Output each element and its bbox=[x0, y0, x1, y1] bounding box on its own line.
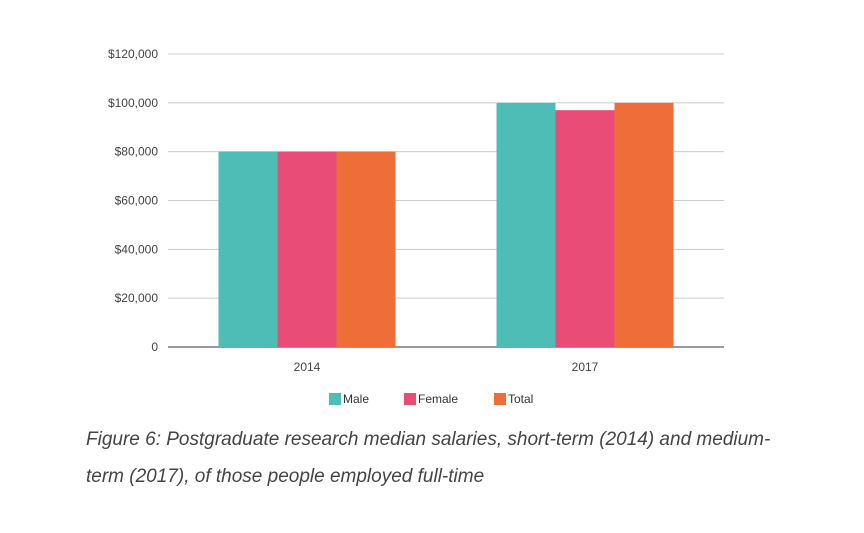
legend: Male Female Total bbox=[329, 392, 533, 406]
bar-chart: 0 $20,000 $40,000 $60,000 $80,000 $100,000 $12… bbox=[108, 47, 724, 406]
x-tick-label: 2014 bbox=[294, 360, 321, 374]
bars bbox=[218, 102, 674, 348]
y-axis-tick-labels: 0 $20,000 $40,000 $60,000 $80,000 $100,000 $12… bbox=[108, 47, 158, 354]
bar-total-2017 bbox=[614, 102, 674, 347]
legend-swatch-female bbox=[404, 393, 416, 405]
y-tick-label: 0 bbox=[151, 340, 158, 354]
x-tick-label: 2017 bbox=[572, 360, 599, 374]
y-tick-label: $60,000 bbox=[115, 194, 159, 208]
legend-label-male: Male bbox=[343, 392, 369, 406]
bar-male-2014 bbox=[218, 151, 278, 347]
bar-female-2017 bbox=[555, 110, 615, 348]
y-tick-label: $40,000 bbox=[115, 242, 159, 256]
bar-total-2014 bbox=[336, 151, 396, 347]
y-tick-label: $120,000 bbox=[108, 47, 158, 61]
y-tick-label: $20,000 bbox=[115, 291, 159, 305]
legend-label-female: Female bbox=[418, 392, 458, 406]
y-tick-label: $100,000 bbox=[108, 96, 158, 110]
legend-label-total: Total bbox=[508, 392, 533, 406]
y-tick-label: $80,000 bbox=[115, 145, 159, 159]
bar-female-2014 bbox=[277, 151, 337, 347]
x-axis-tick-labels: 2014 2017 bbox=[294, 360, 599, 374]
figure-caption: Figure 6: Postgraduate research median s… bbox=[86, 429, 771, 487]
legend-swatch-male bbox=[329, 393, 341, 405]
bar-male-2017 bbox=[496, 102, 556, 347]
legend-swatch-total bbox=[494, 393, 506, 405]
